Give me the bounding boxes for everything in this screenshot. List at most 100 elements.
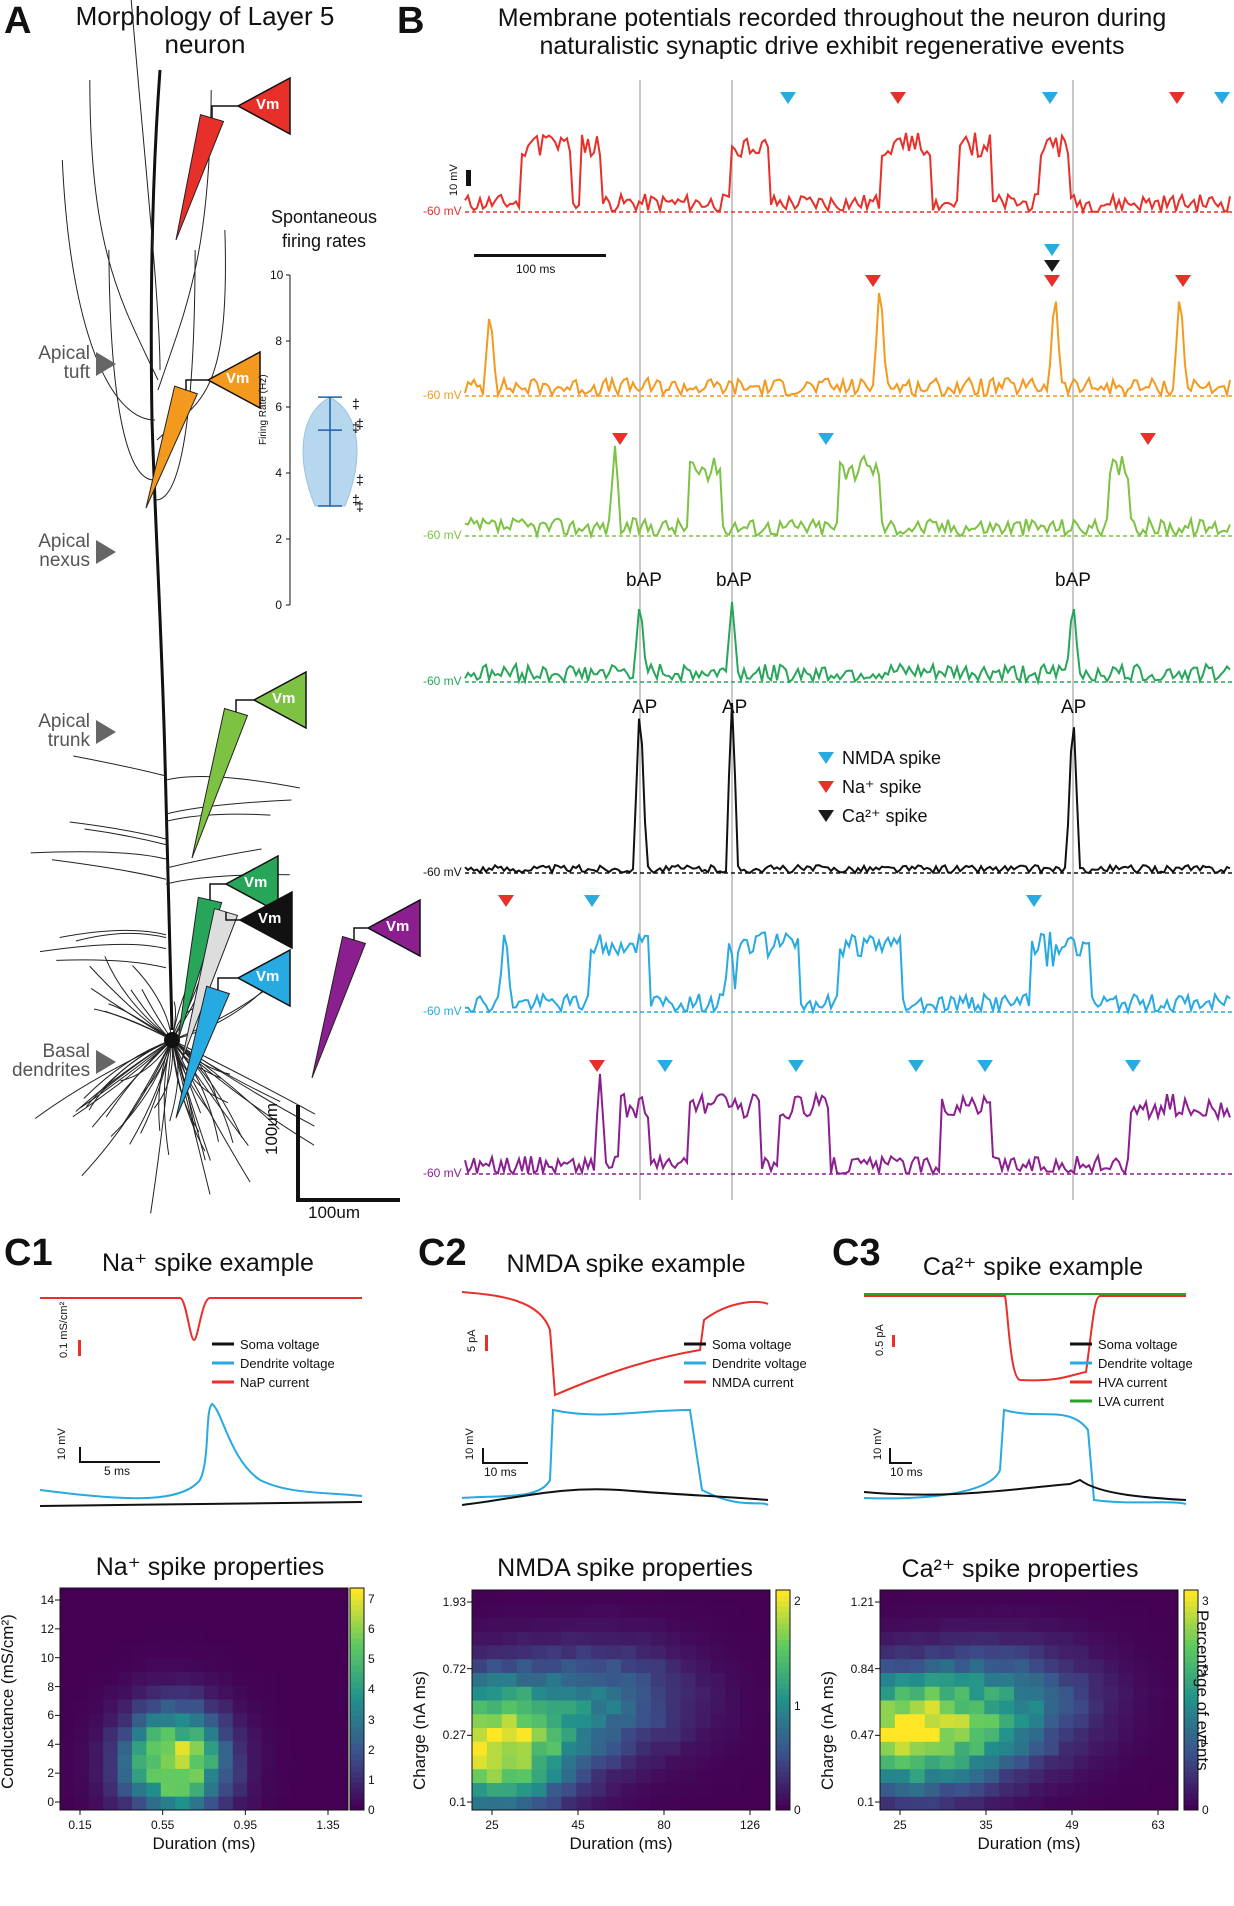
event-marker-20-icon xyxy=(977,1060,993,1072)
firing-point-3: ‡ xyxy=(356,472,364,488)
c2-xtick-0: 25 xyxy=(485,1818,499,1832)
trace-1 xyxy=(464,292,1231,399)
arrow-tuft-icon xyxy=(96,352,116,376)
c1-xtick-3: 1.35 xyxy=(316,1818,340,1832)
firing-point-1: ‡ xyxy=(356,416,364,432)
trace-4 xyxy=(464,702,1231,876)
panel-c1-letter: C1 xyxy=(4,1232,53,1274)
panel-a-title: Morphology of Layer 5 neuron xyxy=(75,1,335,59)
electrode-label-4: Vm xyxy=(258,910,282,927)
ap-label-2: AP xyxy=(722,697,748,718)
c2-cbar-tick-2: 2 xyxy=(794,1594,801,1608)
c3-ytick-3: 1.21 xyxy=(850,1595,874,1609)
c2-cbar-tick-1: 1 xyxy=(794,1698,801,1713)
c1-xtick-0: 0.15 xyxy=(68,1818,92,1832)
c1-cbar-tick-7: 7 xyxy=(368,1592,375,1607)
c1-cbar-tick-6: 6 xyxy=(368,1622,375,1637)
c1-cbar-tick-3: 3 xyxy=(368,1712,375,1727)
bap-label-1: bAP xyxy=(626,570,662,591)
panel-b-title: Membrane potentials recorded throughout … xyxy=(497,4,1167,60)
amplifier-3-icon xyxy=(224,854,279,914)
event-marker-2-icon xyxy=(1042,92,1058,104)
ap-label-1: AP xyxy=(632,697,658,718)
c1-ylabel: Conductance (mS/cm²) xyxy=(0,1614,17,1789)
c1-ytick-4: 8 xyxy=(47,1679,54,1694)
firing-point-0: ‡ xyxy=(352,396,360,412)
trace-3 xyxy=(464,601,1231,686)
electrode-label-5: Vm xyxy=(256,968,280,985)
c2-ytick-3: 1.93 xyxy=(442,1595,466,1609)
ap-label-3: AP xyxy=(1061,697,1087,718)
firing-point-2: ‡ xyxy=(352,419,360,435)
trace-0 xyxy=(464,132,1231,215)
trace-6 xyxy=(464,1073,1231,1177)
c1-legend-0: Soma voltage xyxy=(240,1337,320,1352)
event-marker-5-icon xyxy=(865,275,881,287)
event-marker-12-icon xyxy=(1140,433,1156,445)
panel-c2-title: NMDA spike example xyxy=(506,1250,746,1278)
trace-0-baseline-label: -60 mV xyxy=(423,204,462,218)
amplifier-0-icon xyxy=(236,76,291,136)
electrode-label-1: Vm xyxy=(226,370,250,387)
arrow-nexus-icon xyxy=(96,540,116,564)
c1-ytick-7: 14 xyxy=(40,1593,54,1607)
c3-cbar-tick-2: 2 xyxy=(1202,1663,1209,1678)
c2-scale-t: 10 ms xyxy=(484,1465,517,1479)
c3-ytick-2: 0.84 xyxy=(850,1661,874,1676)
c2-legend-2: NMDA current xyxy=(712,1375,794,1390)
c2-heatmap-title: NMDA spike properties xyxy=(497,1554,753,1582)
firing-point-5: ‡ xyxy=(356,498,364,514)
c1-cbar-tick-1: 1 xyxy=(368,1772,375,1787)
panel-c2-letter: C2 xyxy=(418,1232,467,1274)
c3-xlabel: Duration (ms) xyxy=(977,1834,1081,1853)
c1-ytick-2: 4 xyxy=(47,1737,54,1752)
c1-cbar-tick-5: 5 xyxy=(368,1652,375,1667)
amplifier-6-icon xyxy=(366,898,421,958)
firing-point-4: ‡ xyxy=(352,491,360,507)
panel-c3-title: Ca²⁺ spike example xyxy=(922,1253,1144,1281)
firing-tick-5: 10 xyxy=(270,268,284,282)
event-marker-15-icon xyxy=(1026,895,1042,907)
c1-xtick-2: 0.95 xyxy=(233,1818,257,1832)
label-basal-dendrites: Basal dendrites xyxy=(12,1041,91,1081)
event-marker-8-icon xyxy=(1044,244,1060,256)
trace-5-baseline-label: -60 mV xyxy=(423,1004,462,1018)
scale-100ms-label: 100 ms xyxy=(516,262,556,276)
firing-tick-2: 4 xyxy=(275,466,282,480)
amplifier-5-icon xyxy=(236,948,291,1008)
c3-ytick-0: 0.1 xyxy=(857,1795,874,1809)
c1-scale-t: 5 ms xyxy=(104,1464,131,1478)
c3-ylabel: Charge (nA ms) xyxy=(818,1670,837,1790)
amplifier-2-icon xyxy=(252,670,307,730)
event-marker-16-icon xyxy=(589,1060,605,1072)
c3-cbar-tick-3: 3 xyxy=(1202,1594,1209,1608)
c2-legend-1: Dendrite voltage xyxy=(712,1356,807,1371)
c3-cbar-label: Percentage of events xyxy=(1193,1610,1212,1771)
event-marker-3-icon xyxy=(1169,92,1185,104)
event-marker-7-icon xyxy=(1175,275,1191,287)
event-marker-21-icon xyxy=(1125,1060,1141,1072)
c2-xtick-1: 45 xyxy=(571,1818,585,1832)
c1-xtick-1: 0.55 xyxy=(150,1818,175,1832)
event-marker-9-icon xyxy=(1044,260,1060,272)
c2-xtick-2: 80 xyxy=(657,1818,671,1832)
trace-6-baseline-label: -60 mV xyxy=(423,1166,462,1180)
panel-c3-letter: C3 xyxy=(832,1232,881,1274)
c1-ytick-3: 6 xyxy=(47,1708,54,1723)
c2-legend-0: Soma voltage xyxy=(712,1337,792,1352)
c3-cbar-tick-1: 1 xyxy=(1202,1733,1209,1748)
c2-ylabel: Charge (nA ms) xyxy=(410,1670,429,1790)
firing-title: Spontaneous firing rates xyxy=(270,207,378,251)
c1-ytick-0: 0 xyxy=(47,1795,54,1809)
na-marker-icon xyxy=(818,781,834,793)
c1-cbar-tick-4: 4 xyxy=(368,1682,375,1697)
c1-xlabel: Duration (ms) xyxy=(152,1834,256,1853)
bap-label-2: bAP xyxy=(716,570,752,591)
